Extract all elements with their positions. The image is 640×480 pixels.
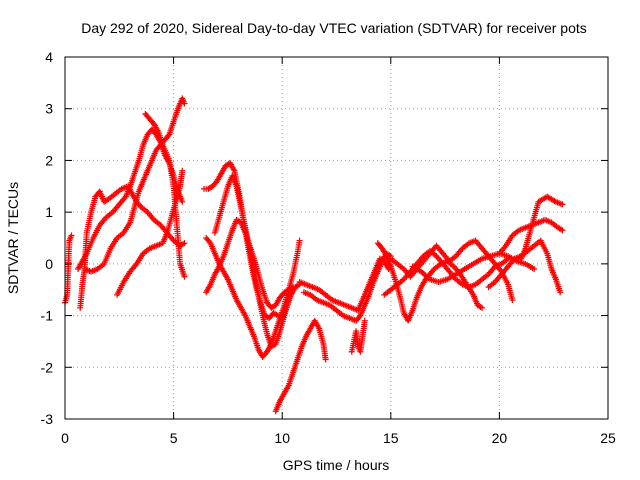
series-track-19 — [485, 237, 564, 296]
x-axis-label: GPS time / hours — [283, 457, 390, 473]
series-track-3 — [75, 126, 186, 273]
data-point — [296, 237, 303, 244]
x-tick-label: 10 — [274, 430, 290, 446]
series-track-13 — [300, 250, 394, 324]
y-tick-label: 4 — [45, 49, 53, 65]
series-track-6 — [142, 110, 188, 280]
data-point — [179, 198, 186, 205]
data-point — [531, 266, 538, 273]
series-track-11 — [272, 317, 329, 415]
series-track-12 — [296, 255, 392, 314]
y-tick-label: -2 — [41, 359, 54, 375]
data-point — [509, 297, 516, 304]
series-track-2 — [77, 183, 188, 311]
grid-lines — [65, 57, 608, 419]
data-point — [165, 132, 172, 139]
data-point — [559, 201, 566, 208]
x-tick-label: 0 — [61, 430, 69, 446]
series-track-14 — [348, 317, 368, 355]
data-point — [361, 317, 368, 324]
series-track-10 — [211, 172, 297, 350]
x-tick-label: 5 — [170, 430, 178, 446]
plot-frame — [64, 56, 609, 420]
data-point — [181, 100, 188, 107]
x-tick-label: 20 — [492, 430, 508, 446]
series-track-21 — [518, 193, 566, 262]
y-tick-label: -3 — [41, 411, 54, 427]
data-points — [62, 95, 566, 415]
data-point — [179, 167, 186, 174]
y-axis-label: SDTVAR / TECUs — [5, 182, 21, 294]
data-point — [68, 232, 75, 239]
y-tick-label: 3 — [45, 101, 53, 117]
data-point — [181, 240, 188, 247]
data-point — [479, 304, 486, 311]
x-tick-label: 15 — [383, 430, 399, 446]
axis-ticks: 0 5 10 15 20 25 -3 -2 -1 0 1 2 3 4 — [41, 49, 616, 446]
data-point — [206, 238, 213, 245]
data-point — [356, 313, 363, 320]
y-tick-label: 0 — [45, 256, 53, 272]
data-point — [322, 356, 329, 363]
series-track-8 — [203, 235, 303, 360]
x-tick-label: 25 — [600, 430, 616, 446]
series-track-17 — [387, 237, 516, 304]
data-point — [557, 289, 564, 296]
series-track-18 — [409, 250, 538, 285]
y-tick-label: 2 — [45, 152, 53, 168]
data-point — [181, 273, 188, 280]
y-tick-label: -1 — [41, 308, 54, 324]
data-point — [559, 227, 566, 234]
y-tick-label: 1 — [45, 204, 53, 220]
data-point — [290, 286, 297, 293]
series-track-1 — [62, 232, 75, 306]
chart-title: Day 292 of 2020, Sidereal Day-to-day VTE… — [81, 20, 587, 36]
series-track-4 — [81, 95, 188, 275]
